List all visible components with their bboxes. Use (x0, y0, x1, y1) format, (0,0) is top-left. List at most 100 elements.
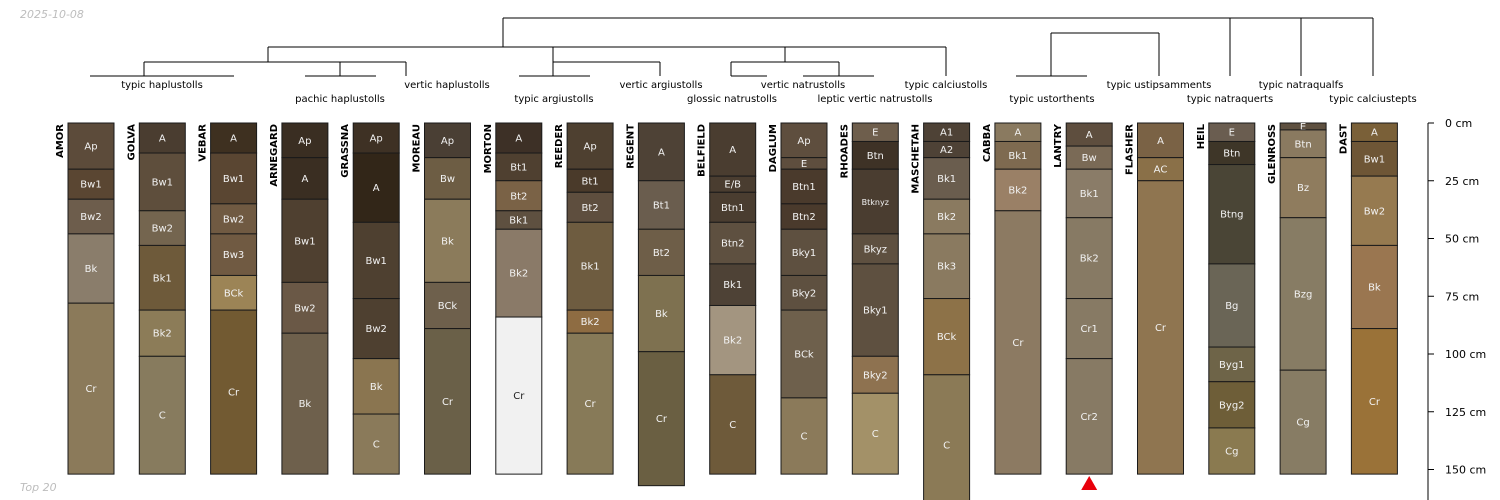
horizon (281, 198, 329, 283)
horizon (1065, 358, 1113, 475)
horizon-label: Bk2 (153, 329, 172, 340)
horizon (780, 168, 828, 205)
profile-dast: A Bw1 Bw2 Bk Cr DAST (1338, 122, 1398, 475)
date-stamp: 2025-10-08 (20, 8, 84, 21)
horizon (352, 413, 400, 475)
horizon-label: Byg2 (1219, 400, 1245, 411)
horizon (637, 351, 685, 487)
horizon (424, 328, 471, 475)
profile-name: MASCHETAH (911, 124, 922, 194)
horizon-label: C (159, 411, 166, 422)
horizon-label: C (872, 429, 879, 440)
horizon-label: Bky1 (792, 248, 817, 259)
horizon-label: Bkyz (864, 244, 887, 255)
horizon-label: Bk1 (509, 216, 528, 227)
dendrogram (90, 17, 1374, 77)
horizon-label: C (729, 420, 736, 431)
horizon (281, 122, 329, 159)
horizon-label: Bk (299, 399, 312, 410)
horizon (352, 152, 400, 223)
horizon (1137, 122, 1184, 159)
taxon-label: typic ustorthents (1009, 94, 1094, 105)
profile-heil: E Btn Btng Bg Byg1 Byg2 Cg HEIL (1196, 122, 1256, 475)
horizon-label: BCk (438, 301, 458, 312)
profile-rhoades: E Btn Btknyz Bkyz Bky1 Bky2 C RHOADES (839, 122, 899, 475)
taxon-label: vertic natrustolls (761, 80, 845, 91)
marker-triangle (1081, 476, 1098, 490)
horizon-label: Bk2 (509, 269, 528, 280)
horizon (851, 355, 899, 394)
horizon (1350, 175, 1398, 246)
horizon-label: Bk (1368, 283, 1381, 294)
horizon-label: Cr (228, 388, 240, 399)
horizon (780, 122, 828, 159)
horizon (1137, 180, 1184, 475)
profile-name: MORTON (483, 124, 494, 173)
horizon (780, 228, 828, 276)
horizon-label: Bk1 (1080, 189, 1099, 200)
horizon (138, 152, 186, 212)
horizon (1279, 369, 1327, 475)
horizon (1208, 346, 1256, 383)
profile-lantry: A Bw Bk1 Bk2 Cr1 Cr2 LANTRY (1053, 122, 1113, 475)
taxon-label: glossic natrustolls (687, 94, 777, 105)
horizon (1350, 328, 1398, 475)
taxon-label: typic natraqualfs (1259, 80, 1344, 91)
axis-tick-label: 125 cm (1445, 406, 1486, 419)
horizon (923, 298, 971, 376)
horizon (1208, 164, 1256, 265)
horizon-label: Bw2 (223, 214, 244, 225)
profile-amor: Ap Bw1 Bw2 Bk Cr AMOR (55, 122, 115, 475)
horizon-label: Bk2 (1008, 185, 1027, 196)
horizon-label: Byg1 (1219, 360, 1245, 371)
profile-reeder: Ap Bt1 Bt2 Bk1 Bk2 Cr REEDER (554, 122, 614, 475)
horizon (1065, 168, 1113, 219)
horizon-label: Btn (1295, 139, 1312, 150)
horizon (495, 122, 543, 154)
horizon (210, 309, 258, 475)
profile-belfield: A E/B Btn1 Btn2 Bk1 Bk2 C BELFIELD (697, 122, 757, 475)
horizon (780, 203, 828, 230)
profile-name: DAGLUM (768, 124, 779, 172)
horizon-label: Cr (85, 384, 97, 395)
horizon-label: Bw2 (294, 303, 315, 314)
horizon-label: Cr2 (1080, 412, 1097, 423)
horizon (1208, 427, 1256, 475)
horizon-label: Bt1 (582, 176, 599, 187)
horizon-label: A (1157, 136, 1164, 147)
horizon-label: Bw (440, 174, 455, 185)
horizon (138, 309, 186, 357)
horizon (709, 191, 757, 223)
horizon-label: Bw2 (152, 224, 173, 235)
horizon-label: Bzg (1294, 289, 1312, 300)
horizon (566, 221, 614, 311)
taxon-label: typic calciustepts (1329, 94, 1416, 105)
axis-tick-label: 0 cm (1445, 117, 1472, 130)
horizon (851, 140, 899, 170)
horizon (923, 198, 971, 235)
horizon-label: Cr (1369, 397, 1381, 408)
horizon-label: Bk (370, 382, 383, 393)
profile-name: ARNEGARD (269, 124, 280, 187)
horizon (1279, 129, 1327, 159)
profile-name: REEDER (554, 124, 565, 168)
horizon-label: E (1300, 122, 1306, 133)
horizon-label: Bk1 (723, 280, 742, 291)
horizon-label: Btn (1223, 149, 1240, 160)
horizon-label: Bk1 (937, 174, 956, 185)
profile-name: REGENT (625, 124, 636, 169)
horizon-label: Bky2 (863, 370, 888, 381)
axis-tick-label: 150 cm (1445, 464, 1486, 477)
horizon (281, 332, 329, 475)
horizon-label: Bk (441, 236, 454, 247)
horizon (67, 168, 115, 200)
axis-tick-label: 25 cm (1445, 175, 1479, 188)
taxon-label: vertic haplustolls (404, 80, 490, 91)
horizon-label: Btn2 (792, 212, 815, 223)
horizon (138, 355, 186, 475)
horizon-label: Bk2 (1080, 254, 1099, 265)
horizon-label: Bw2 (365, 324, 386, 335)
profile-flasher: A AC Cr FLASHER (1125, 122, 1184, 475)
horizon (923, 374, 971, 500)
